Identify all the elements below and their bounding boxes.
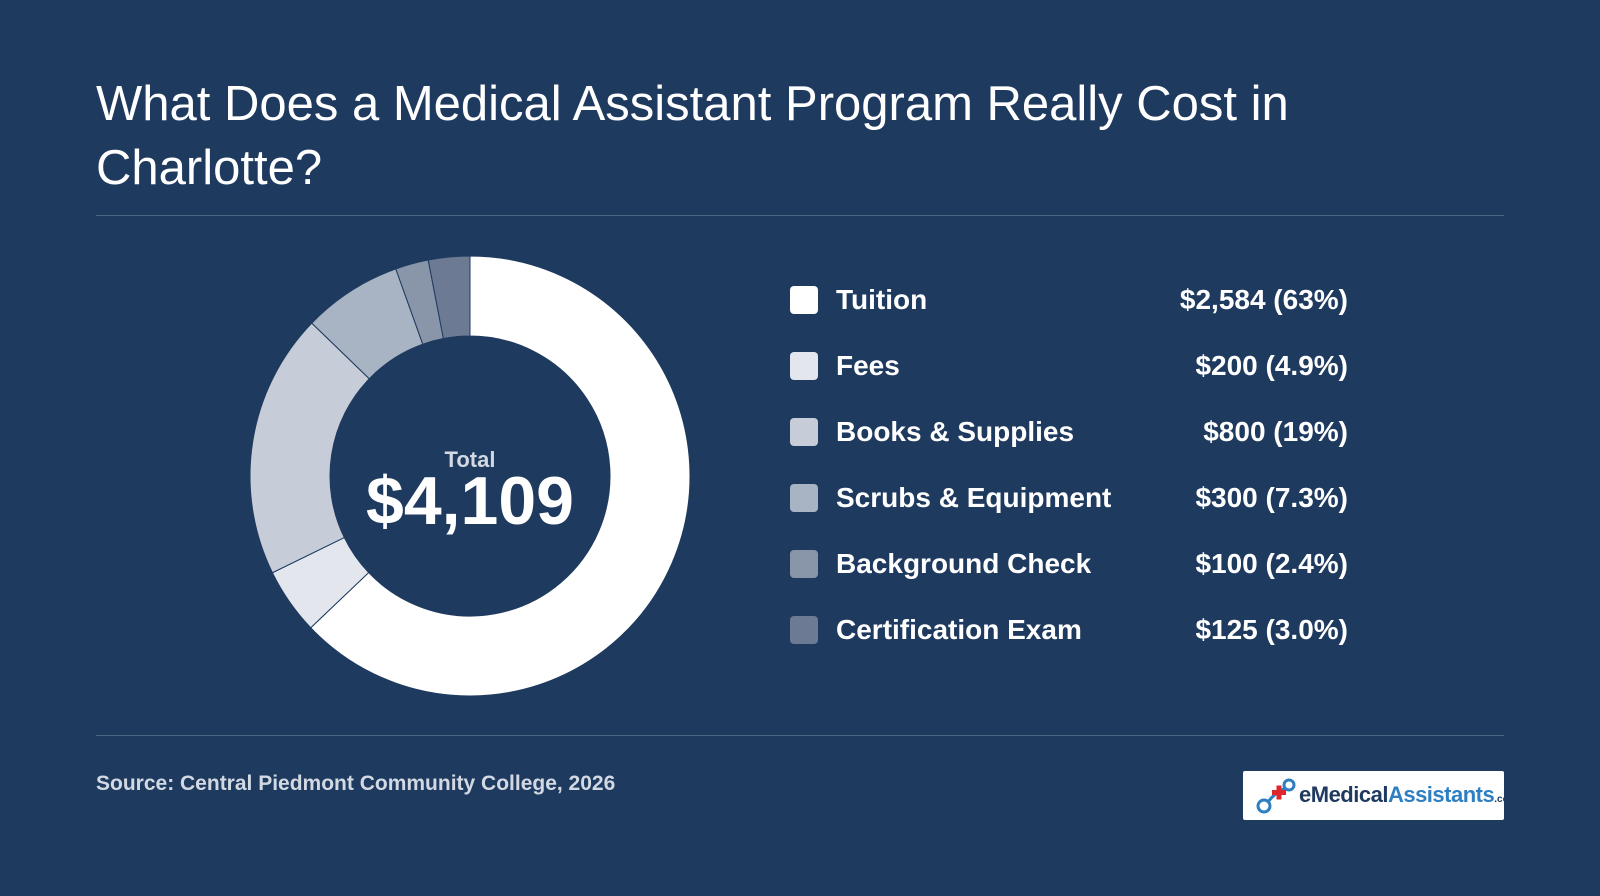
- legend-label: Fees: [836, 350, 900, 381]
- legend-item-tuition: Tuition $2,584 (63%): [790, 280, 1350, 320]
- source-note: Source: Central Piedmont Community Colle…: [96, 772, 616, 795]
- medical-cross-logo-icon: [1256, 778, 1296, 814]
- brand-logo-text: eMedicalAssistants.com: [1299, 782, 1518, 807]
- chart-title: What Does a Medical Assistant Program Re…: [96, 77, 1289, 195]
- legend-swatch: [790, 352, 818, 380]
- brand-logo: eMedicalAssistants.com: [1243, 771, 1518, 820]
- legend-value: $125 (3.0%): [1195, 614, 1348, 645]
- legend-item-background-check: Background Check $100 (2.4%): [790, 544, 1350, 584]
- legend-label: Background Check: [836, 548, 1092, 579]
- legend-value: $300 (7.3%): [1195, 482, 1348, 513]
- legend-swatch: [790, 484, 818, 512]
- legend-label: Scrubs & Equipment: [836, 482, 1112, 513]
- legend-label: Tuition: [836, 284, 928, 315]
- legend-label: Certification Exam: [836, 614, 1082, 645]
- donut-chart: Total $4,109: [249, 255, 691, 697]
- legend-value: $2,584 (63%): [1179, 284, 1348, 315]
- legend-swatch: [790, 286, 818, 314]
- bottom-divider: [96, 735, 1504, 736]
- legend-value: $800 (19%): [1203, 416, 1348, 447]
- legend-item-books-supplies: Books & Supplies $800 (19%): [790, 412, 1350, 452]
- legend-swatch: [790, 418, 818, 446]
- legend-item-fees: Fees $200 (4.9%): [790, 346, 1350, 386]
- donut-slice-tuition: [309, 255, 691, 697]
- center-total-label: Total: [445, 447, 496, 472]
- donut-slice-certification-exam: [427, 255, 471, 340]
- center-total-value: $4,109: [366, 463, 574, 539]
- legend-swatch: [790, 550, 818, 578]
- legend-item-scrubs-equipment: Scrubs & Equipment $300 (7.3%): [790, 478, 1350, 518]
- legend-item-certification-exam: Certification Exam $125 (3.0%): [790, 610, 1350, 650]
- donut-slices: [249, 255, 691, 697]
- top-divider: [96, 215, 1504, 216]
- legend-swatch: [790, 616, 818, 644]
- legend-label: Books & Supplies: [836, 416, 1075, 447]
- legend-value: $100 (2.4%): [1195, 548, 1348, 579]
- legend-value: $200 (4.9%): [1195, 350, 1348, 381]
